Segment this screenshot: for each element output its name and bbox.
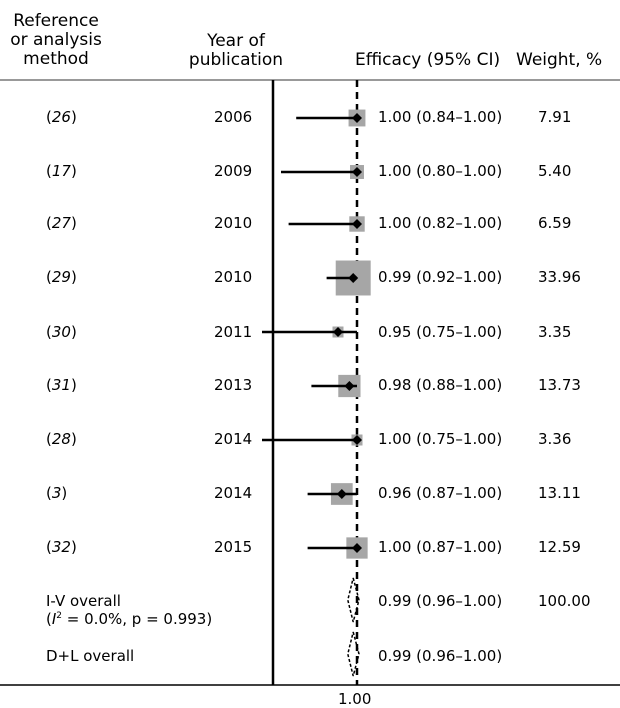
paren-close: ) <box>61 484 68 502</box>
study-ref: (27) <box>46 214 77 232</box>
study-weight: 13.11 <box>538 484 581 502</box>
study-weight: 3.36 <box>538 430 572 448</box>
overall-iv-weight: 100.00 <box>538 592 591 610</box>
point-estimate <box>348 273 359 283</box>
study-weight: 7.91 <box>538 108 572 126</box>
study-weight: 5.40 <box>538 162 572 180</box>
study-efficacy: 1.00 (0.87–1.00) <box>378 538 503 556</box>
header-year: Year of publication <box>172 32 300 70</box>
study-ref-number: 28 <box>51 430 71 448</box>
overall-iv-stat-open: ( <box>46 610 52 628</box>
point-estimate <box>352 167 362 177</box>
study-weight: 13.73 <box>538 376 581 394</box>
overall-dl-efficacy: 0.99 (0.96–1.00) <box>378 647 503 665</box>
study-year: 2006 <box>214 108 253 126</box>
study-efficacy: 0.95 (0.75–1.00) <box>378 323 503 341</box>
study-ref: (17) <box>46 162 77 180</box>
paren-close: ) <box>70 268 77 286</box>
paren-open: ( <box>46 484 52 502</box>
study-weight: 6.59 <box>538 214 572 232</box>
study-efficacy: 0.99 (0.92–1.00) <box>378 268 503 286</box>
point-estimate <box>352 543 362 553</box>
study-efficacy: 1.00 (0.75–1.00) <box>378 430 503 448</box>
study-ref-number: 29 <box>51 268 71 286</box>
header-efficacy: Efficacy (95% CI) <box>355 50 501 70</box>
paren-close: ) <box>70 376 77 394</box>
paren-close: ) <box>70 214 77 232</box>
study-ref: (31) <box>46 376 77 394</box>
study-year: 2015 <box>214 538 253 556</box>
study-year: 2013 <box>214 376 253 394</box>
study-year: 2009 <box>214 162 253 180</box>
paren-open: ( <box>46 538 52 556</box>
study-efficacy: 0.98 (0.88–1.00) <box>378 376 503 394</box>
study-year: 2011 <box>214 323 253 341</box>
point-estimate <box>352 435 362 445</box>
study-weight: 12.59 <box>538 538 581 556</box>
study-ref: (26) <box>46 108 77 126</box>
overall-iv-efficacy: 0.99 (0.96–1.00) <box>378 592 503 610</box>
study-year: 2010 <box>214 268 253 286</box>
overall-dl-label: D+L overall <box>46 647 135 665</box>
overall-diamond <box>347 631 360 677</box>
overall-iv-label: I-V overall <box>46 592 121 610</box>
overall-iv-stat-rest: = 0.0%, p = 0.993) <box>62 610 213 628</box>
header-reference-line-3: method <box>23 49 89 69</box>
study-ref: (29) <box>46 268 77 286</box>
header-reference-line-1: Reference <box>13 11 99 31</box>
forest-marks <box>262 109 371 677</box>
study-efficacy: 1.00 (0.80–1.00) <box>378 162 503 180</box>
paren-open: ( <box>46 430 52 448</box>
study-weight: 3.35 <box>538 323 572 341</box>
paren-close: ) <box>70 162 77 180</box>
study-weight: 33.96 <box>538 268 581 286</box>
study-ref-number: 26 <box>51 108 71 126</box>
paren-open: ( <box>46 376 52 394</box>
paren-open: ( <box>46 214 52 232</box>
x-tick-label: 1.00 <box>338 690 372 708</box>
paren-close: ) <box>70 323 77 341</box>
overall-iv-stat-i: I <box>51 610 57 628</box>
point-estimate <box>352 219 362 229</box>
overall-iv-stat-sup: 2 <box>56 611 63 621</box>
study-ref: (32) <box>46 538 77 556</box>
point-estimate <box>336 489 347 499</box>
study-ref-number: 32 <box>51 538 71 556</box>
paren-open: ( <box>46 268 52 286</box>
study-efficacy: 1.00 (0.82–1.00) <box>378 214 503 232</box>
paren-open: ( <box>46 108 52 126</box>
paren-close: ) <box>70 430 77 448</box>
point-estimate <box>352 113 362 123</box>
study-efficacy: 1.00 (0.84–1.00) <box>378 108 503 126</box>
study-year: 2014 <box>214 430 253 448</box>
paren-open: ( <box>46 323 52 341</box>
study-ref-number: 17 <box>51 162 71 180</box>
study-efficacy: 0.96 (0.87–1.00) <box>378 484 503 502</box>
header-year-line-1: Year of <box>207 31 265 51</box>
study-year: 2014 <box>214 484 253 502</box>
paren-open: ( <box>46 162 52 180</box>
study-year: 2010 <box>214 214 253 232</box>
header-reference: Reference or analysis method <box>0 12 112 69</box>
header-year-line-2: publication <box>188 50 284 70</box>
overall-iv-stat: (I2 = 0.0%, p = 0.993) <box>46 610 212 628</box>
header-reference-line-2: or analysis <box>10 30 102 50</box>
study-ref-number: 31 <box>51 376 71 394</box>
paren-close: ) <box>70 538 77 556</box>
paren-close: ) <box>70 108 77 126</box>
overall-diamond <box>347 577 360 623</box>
study-ref-number: 3 <box>51 484 62 502</box>
point-estimate <box>344 381 355 391</box>
study-ref: (30) <box>46 323 77 341</box>
study-ref: (28) <box>46 430 77 448</box>
study-ref: (3) <box>46 484 67 502</box>
study-ref-number: 27 <box>51 214 71 232</box>
header-weight: Weight, % <box>516 50 603 70</box>
point-estimate <box>333 327 343 337</box>
study-ref-number: 30 <box>51 323 71 341</box>
